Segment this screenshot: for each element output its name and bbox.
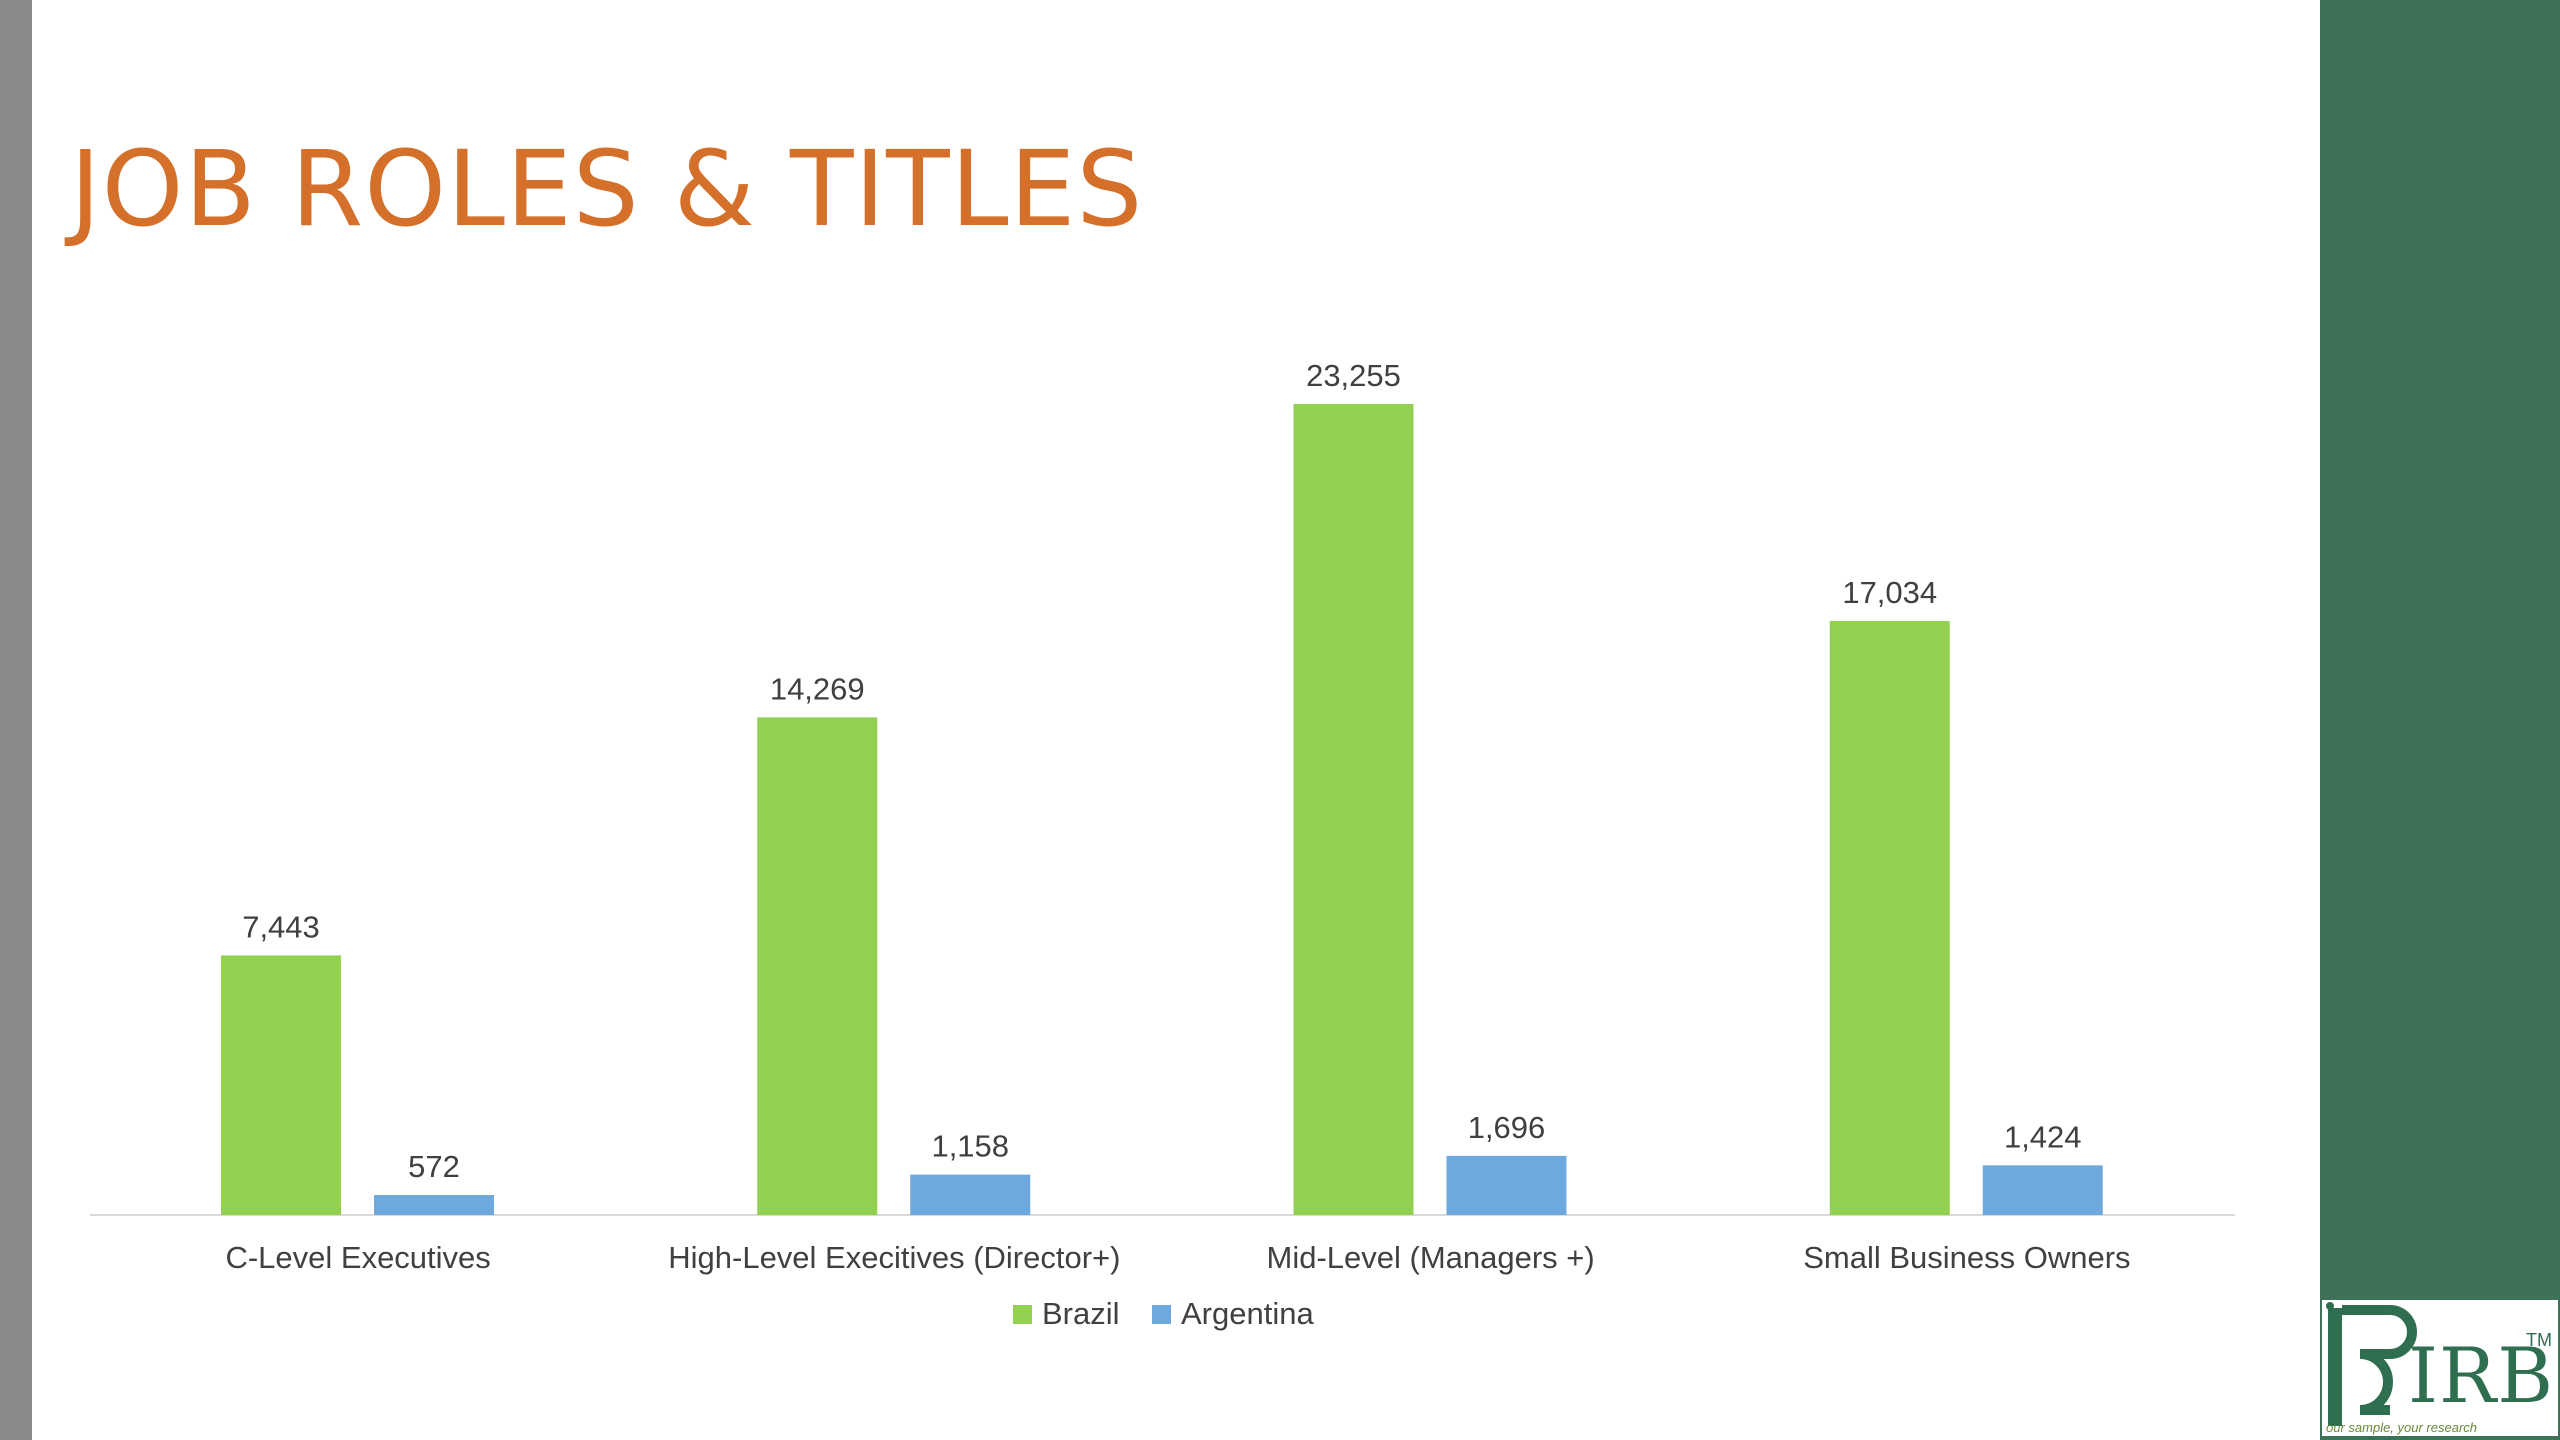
logo-tagline: our sample, your research (2326, 1420, 2478, 1435)
bar-argentina-1 (910, 1174, 1031, 1215)
category-label-1: High-Level Execitives (Director+) (668, 1240, 1120, 1275)
irb-logo-mark-icon (2326, 1302, 2417, 1426)
category-label-2: Mid-Level (Managers +) (1267, 1240, 1595, 1275)
category-label-0: C-Level Executives (225, 1240, 490, 1275)
data-label-brazil-0: 7,443 (242, 909, 320, 944)
bar-brazil-2 (1293, 404, 1414, 1215)
bar-argentina-0 (374, 1195, 494, 1215)
legend-swatch-argentina (1152, 1305, 1171, 1324)
legend-label-argentina: Argentina (1181, 1296, 1314, 1331)
data-label-brazil-2: 23,255 (1306, 358, 1401, 393)
irb-logo (2322, 1300, 2558, 1436)
job-roles-bar-chart: 7,443 572 C-Level Executives 14,269 1,158 Hig… (90, 358, 2235, 1331)
data-label-argentina-2: 1,696 (1468, 1110, 1546, 1145)
logo-text: IRB (2408, 1331, 2555, 1420)
legend-label-brazil: Brazil (1042, 1296, 1120, 1331)
bar-brazil-1 (757, 717, 878, 1215)
data-label-argentina-3: 1,424 (2004, 1119, 2082, 1154)
slide-title: JOB ROLES & TITLES (70, 128, 1144, 250)
legend-swatch-brazil (1013, 1305, 1032, 1324)
data-label-brazil-3: 17,034 (1842, 575, 1937, 610)
data-label-argentina-1: 1,158 (931, 1129, 1009, 1164)
left-edge-bar (0, 0, 32, 1440)
logo-trademark: TM (2526, 1330, 2552, 1350)
bar-brazil-0 (221, 955, 341, 1215)
right-side-panel (2320, 0, 2560, 1440)
bar-argentina-3 (1982, 1165, 2103, 1215)
data-label-argentina-0: 572 (408, 1149, 460, 1184)
data-label-brazil-1: 14,269 (770, 671, 865, 706)
bar-brazil-3 (1829, 620, 1950, 1215)
category-label-3: Small Business Owners (1803, 1240, 2130, 1275)
bar-argentina-2 (1446, 1155, 1567, 1215)
